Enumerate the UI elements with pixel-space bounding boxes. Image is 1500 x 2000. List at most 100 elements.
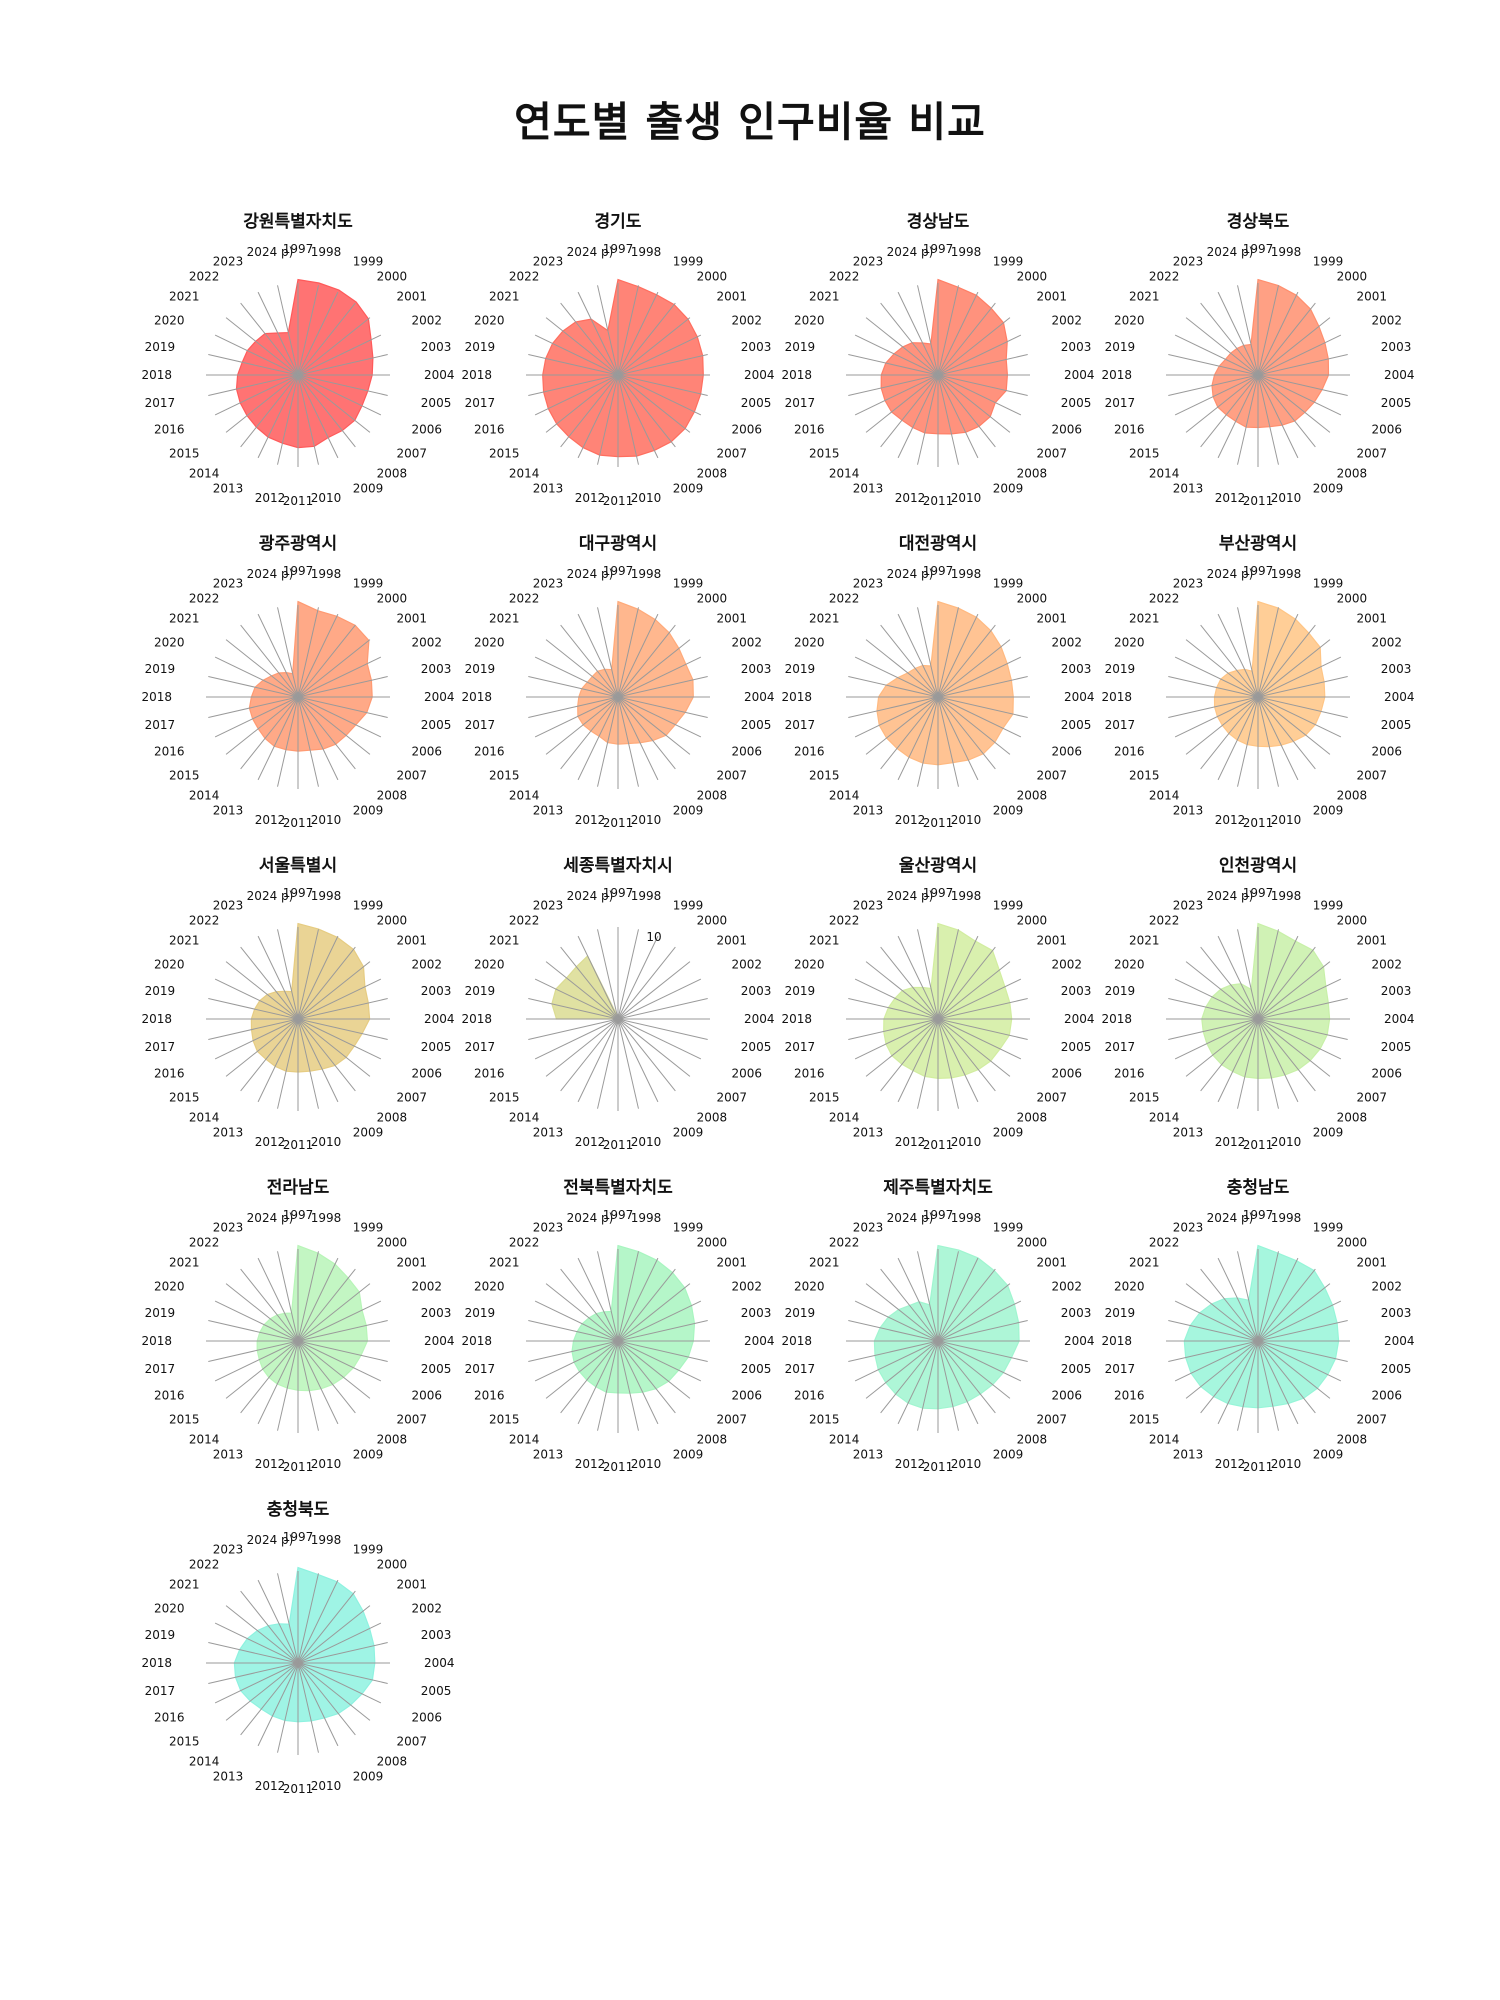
year-label: 1998 [1271,245,1302,259]
radar-spoke [1257,1340,1279,1431]
year-label: 2007 [1037,1091,1068,1105]
radar-spoke [297,374,356,448]
radar-spoke [880,1268,939,1342]
year-label: 2011 [283,1138,314,1152]
year-label: 1997 [1243,242,1274,256]
radar-panel: 대구광역시 1997 1998 1999 2000 2001 2002 2003 2004 200… [458,534,778,857]
radar-spoke [854,1300,939,1342]
radar-spoke [617,374,639,465]
radar-spoke [560,374,619,448]
year-label: 2014 [189,789,220,803]
year-label: 2021 [489,289,520,303]
radar-spoke [577,613,619,698]
year-label: 2014 [1149,789,1180,803]
year-label: 2016 [474,745,505,759]
radar-spoke [1200,1268,1259,1342]
radar-spoke [937,374,1028,396]
year-label: 2019 [465,662,496,676]
radar-spoke [1168,998,1259,1020]
year-label: 2017 [465,1362,496,1376]
chart-title: 연도별 출생 인구비율 비교 [514,98,986,146]
radar-spoke [617,1340,691,1399]
radar-spoke [937,334,1022,376]
year-label: 2002 [412,313,443,327]
year-label: 2021 [1129,1255,1160,1269]
radar-spoke [617,374,702,416]
year-label: 2001 [1037,289,1068,303]
radar-spoke [1257,1018,1348,1040]
radar-spoke [577,935,619,1020]
radar-spoke [1237,696,1259,787]
radar-spoke [1237,607,1259,698]
year-label: 2013 [1173,804,1204,818]
year-label: 2018 [461,1334,492,1348]
year-label: 2015 [1129,447,1160,461]
year-label: 2022 [1149,1236,1180,1250]
radar-spoke [560,302,619,376]
radar-spoke [937,696,1022,738]
year-label: 2007 [717,447,748,461]
radar-spoke [214,1662,299,1704]
radar-spoke [917,285,939,376]
year-label: 2015 [809,1413,840,1427]
radar-spoke [1168,1340,1259,1362]
radar-spoke [617,1340,676,1414]
radar-spoke [1257,946,1316,1020]
year-label: 2008 [377,467,408,481]
radar-spoke [1257,1251,1279,1342]
year-label: 2013 [1173,1126,1204,1140]
radar-spoke [848,696,939,718]
radar-spoke [1257,1320,1348,1342]
radar-spoke [617,374,659,459]
radar-spoke [214,1018,299,1060]
radar-spoke [617,374,708,396]
radar-panel: 세종특별자치시 1997 1998 1999 2000 2001 2002 2003 2004 2… [458,856,778,1179]
radar-spoke [528,1018,619,1040]
year-label: 2015 [809,447,840,461]
year-label: 1999 [673,899,704,913]
radar-spoke [1200,946,1259,1020]
radar-spoke [277,1573,299,1664]
radar-spoke [937,317,1011,376]
radar-spoke [297,607,319,698]
year-label: 2015 [1129,1413,1160,1427]
year-label: 2017 [145,1040,176,1054]
panel-title: 경상남도 [907,212,970,232]
year-label: 2021 [489,611,520,625]
panel-title: 광주광역시 [259,534,337,554]
radar-spoke [854,656,939,698]
radar-spoke [297,1018,371,1077]
radar-spoke [937,696,979,781]
year-label: 2010 [1271,813,1302,827]
radar-spoke [208,998,299,1020]
radar-spoke [560,624,619,698]
year-label: 2009 [353,804,384,818]
year-label: 2002 [1052,313,1083,327]
year-label: 2014 [509,789,540,803]
year-label: 1998 [951,1211,982,1225]
radar-spoke [937,961,1011,1020]
year-label: 2000 [1337,592,1368,606]
radar-area [256,1244,369,1392]
year-label: 2014 [1149,1433,1180,1447]
year-label: 2017 [785,1040,816,1054]
year-label: 2003 [1061,662,1092,676]
year-label: 2023 [213,1543,244,1557]
year-label: 2007 [1037,1413,1068,1427]
radar-spoke [617,302,676,376]
year-label: 2016 [474,1067,505,1081]
year-label: 2003 [1061,340,1092,354]
radar-spoke [1257,374,1348,396]
year-label: 2008 [377,789,408,803]
year-label: 2023 [853,1221,884,1235]
year-label: 2011 [923,1138,954,1152]
radar-spoke [240,624,299,698]
radar-spoke [937,696,996,770]
year-label: 1997 [283,564,314,578]
radar-spoke [865,374,939,433]
year-label: 2005 [741,1040,772,1054]
radar-spoke [560,1340,619,1414]
radar-spoke [297,291,339,376]
year-label: 2003 [1061,1306,1092,1320]
year-label: 2018 [461,1012,492,1026]
